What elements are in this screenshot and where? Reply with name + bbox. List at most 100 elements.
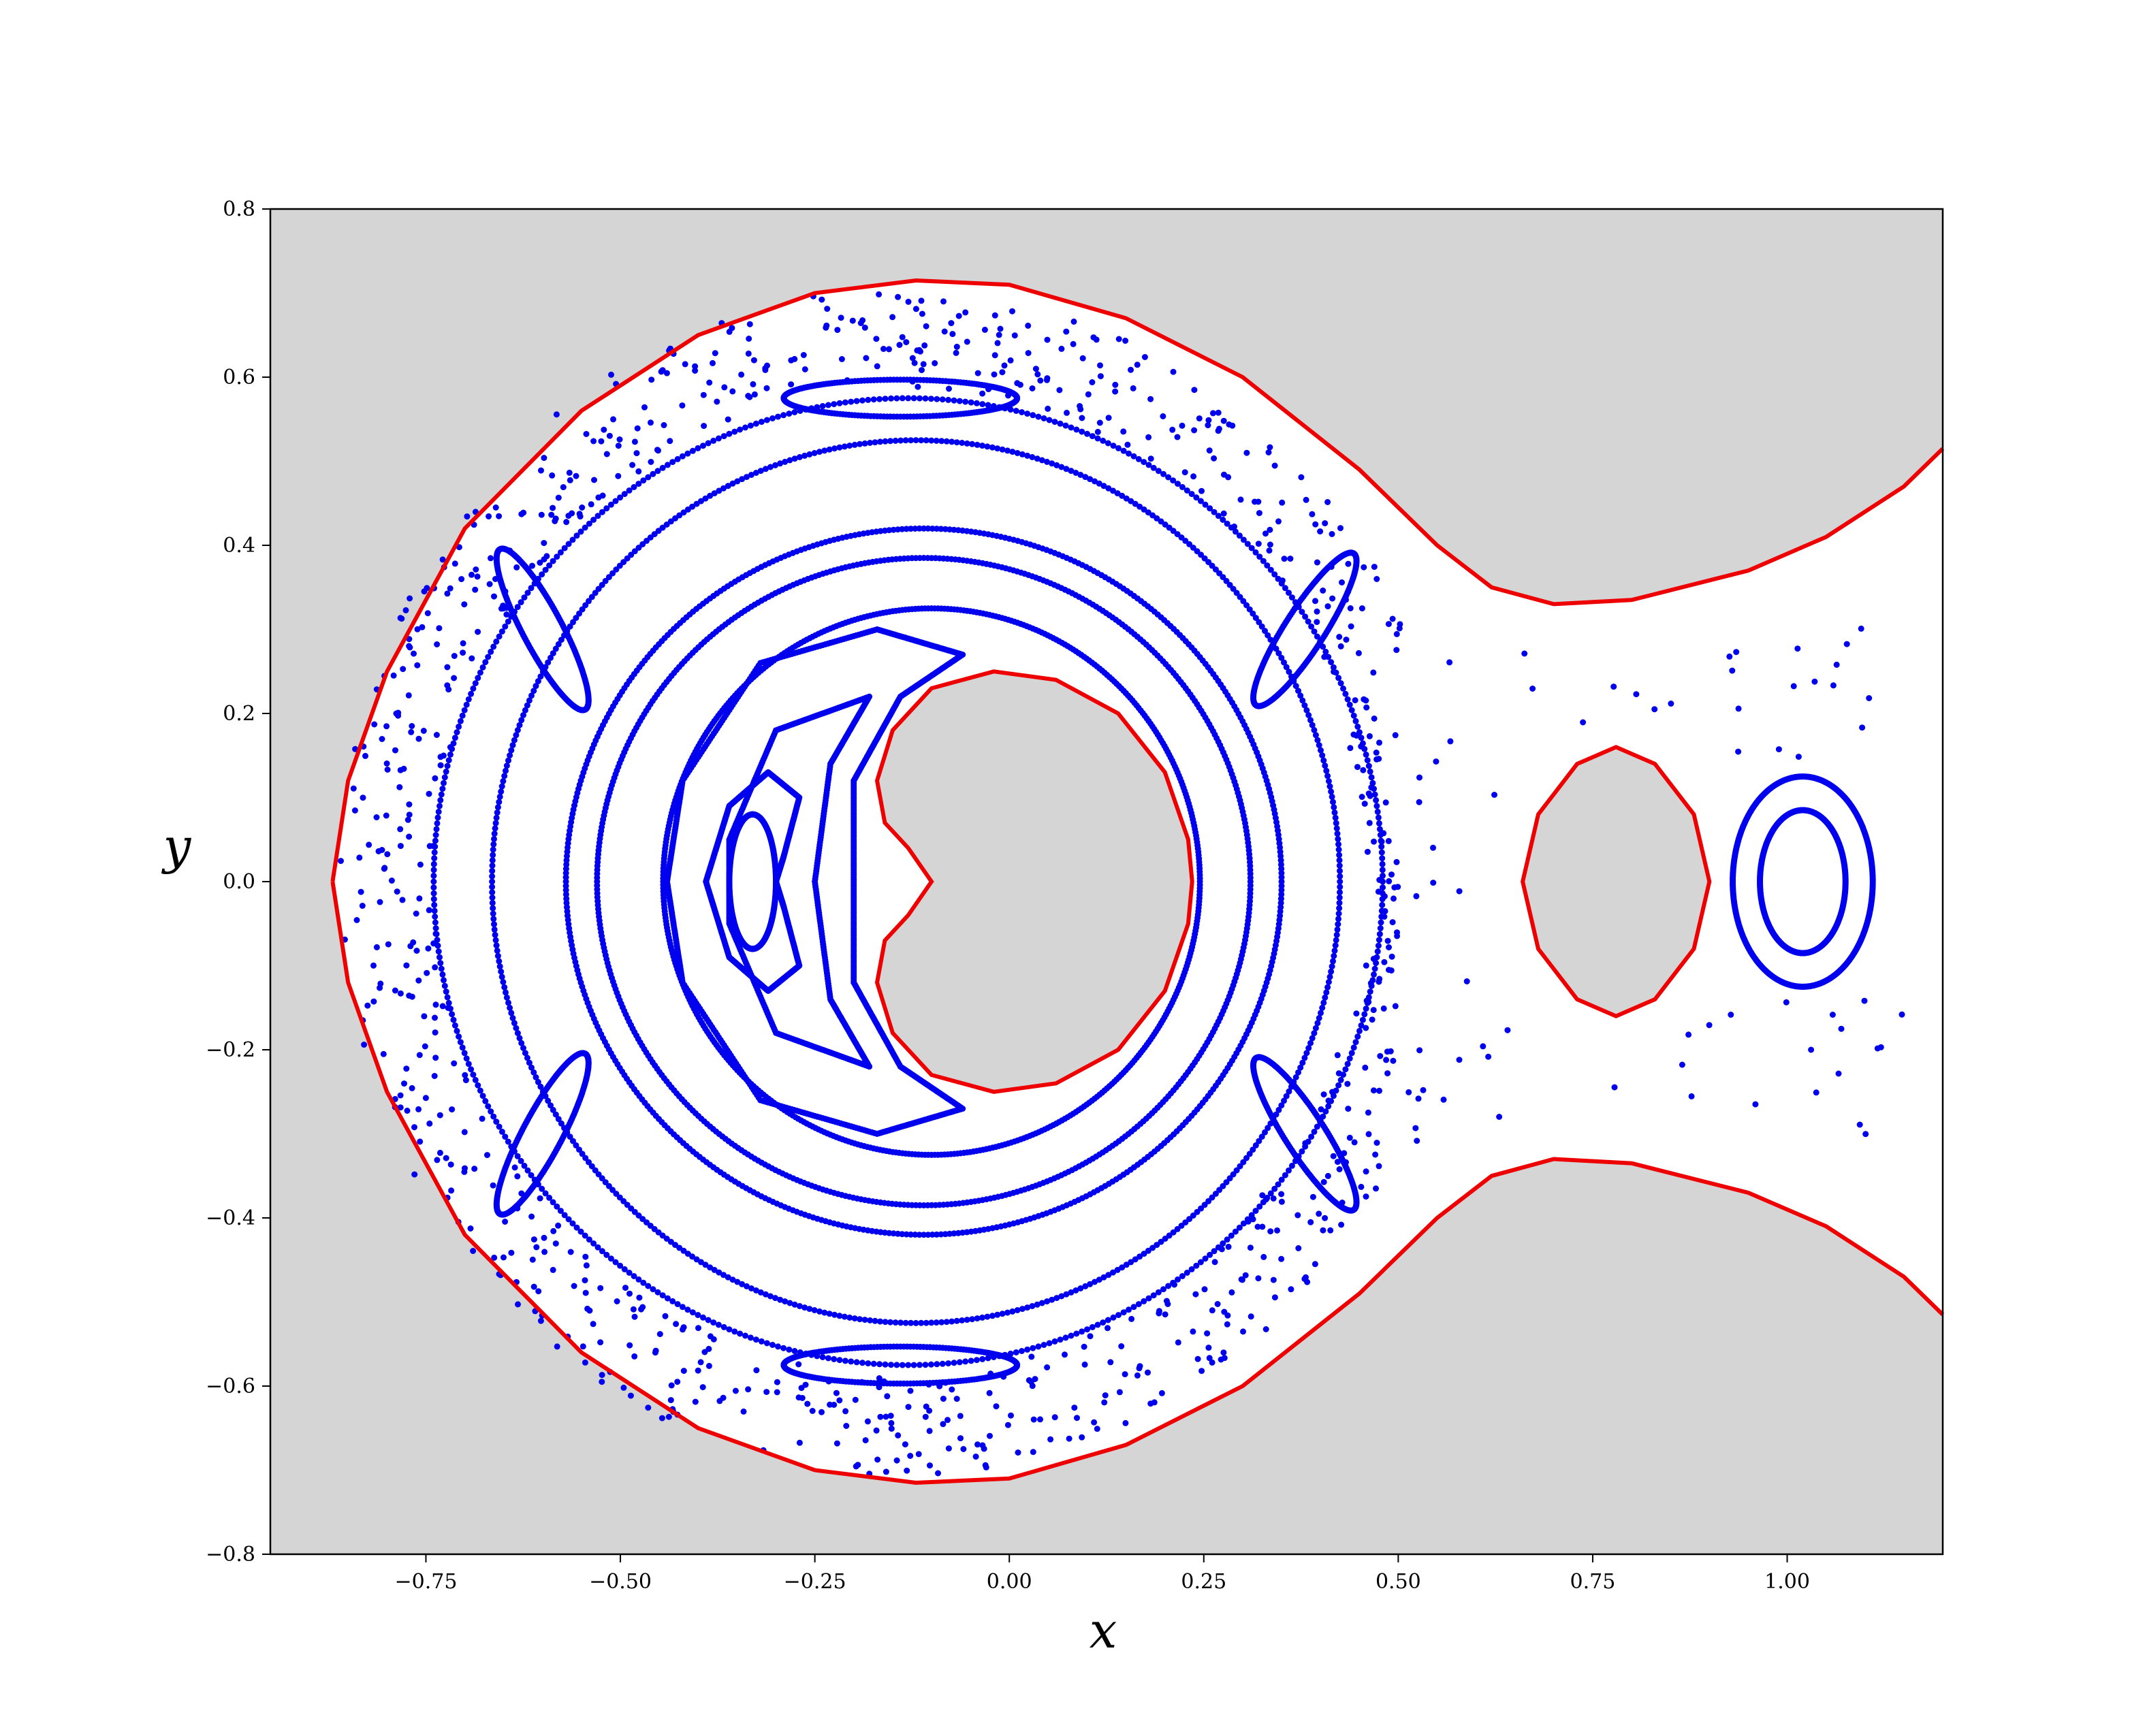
orbit-ring-0-point xyxy=(831,401,838,408)
orbit-ring-1-point xyxy=(739,476,746,483)
orbit-ring-0-point xyxy=(539,1185,545,1192)
orbit-ring-1-point xyxy=(826,1311,833,1317)
orbit-ring-1-point xyxy=(1337,878,1344,885)
orbit-ring-1-point xyxy=(1333,931,1340,938)
orbit-ring-1-point xyxy=(503,994,510,1001)
orbit-ring-0-point xyxy=(565,1216,572,1223)
orbit-ring-0-point xyxy=(1160,1286,1166,1293)
orbit-ring-1-point xyxy=(494,947,500,954)
orbit-ring-1-point xyxy=(959,440,966,446)
orbit-ring-0-point xyxy=(430,861,437,867)
orbit-ring-1-point xyxy=(1265,1125,1271,1131)
orbit-ring-0-point xyxy=(444,762,451,769)
orbit-ring-0-point xyxy=(684,450,691,457)
orbit-ring-0-point xyxy=(1260,558,1267,564)
orbit-ring-0-point xyxy=(679,1304,686,1311)
orbit-ring-1-point xyxy=(558,1120,565,1127)
orbit-ring-1-point xyxy=(1132,500,1139,507)
orbit-ring-0-point xyxy=(780,1345,787,1351)
orbit-ring-1-point xyxy=(902,437,909,444)
orbit-ring-0-point xyxy=(493,1119,500,1125)
orbit-ring-0-point xyxy=(1207,505,1213,512)
orbit-ring-6-point xyxy=(1842,879,1849,886)
orbit-ring-0-point xyxy=(836,400,843,406)
orbit-ring-0-point xyxy=(565,541,572,547)
orbit-ring-0-point xyxy=(557,1208,564,1215)
orbit-ring-0-point xyxy=(720,1323,727,1330)
orbit-ring-1-point xyxy=(1336,899,1343,906)
orbit-ring-0-point xyxy=(1328,659,1335,666)
orbit-ring-1-point xyxy=(547,654,554,661)
orbit-ring-1-point xyxy=(508,747,515,754)
orbit-ring-0-point xyxy=(502,1134,509,1140)
orbit-ring-0-point xyxy=(603,1251,610,1258)
orbit-ring-0-point xyxy=(985,402,991,408)
orbit-ring-1-point xyxy=(1087,1281,1094,1287)
orbit-ring-1-point xyxy=(1311,1030,1318,1037)
orbit-ring-0-point xyxy=(1376,826,1383,833)
orbit-ring-0-point xyxy=(1040,415,1047,421)
orbit-ring-1-point xyxy=(508,1010,515,1016)
orbit-ring-0-point xyxy=(461,1050,468,1057)
orbit-ring-1-point xyxy=(490,841,497,848)
orbit-ring-0-point xyxy=(752,1336,759,1343)
orbit-ring-0-point xyxy=(700,1314,706,1321)
orbit-ring-1-point xyxy=(836,444,843,451)
orbit-ring-0-point xyxy=(1079,1328,1085,1335)
orbit-ring-1-point xyxy=(821,1309,828,1316)
orbit-ring-1-point xyxy=(777,1296,784,1303)
orbit-ring-0-point xyxy=(1378,919,1384,926)
orbit-ring-2-point xyxy=(890,526,897,533)
orbit-ring-1-point xyxy=(1336,863,1343,869)
orbit-ring-1-point xyxy=(505,999,511,1006)
orbit-ring-0-point xyxy=(430,878,437,885)
orbit-ring-0-point xyxy=(1363,1006,1369,1012)
orbit-ring-0-point xyxy=(1379,867,1386,873)
orbit-ring-0-point xyxy=(737,426,744,433)
orbit-ring-0-point xyxy=(870,1360,877,1367)
orbit-ring-1-point xyxy=(507,752,513,759)
orbit-ring-1-point xyxy=(1297,1064,1304,1071)
orbit-ring-1-point xyxy=(579,1151,586,1157)
orbit-ring-1-point xyxy=(867,440,874,446)
orbit-ring-1-point xyxy=(582,602,589,609)
orbit-ring-0-point xyxy=(463,701,470,708)
orbit-ring-0-point xyxy=(1110,1314,1117,1321)
orbit-ring-0-point xyxy=(468,1066,475,1073)
orbit-ring-1-point xyxy=(516,722,523,728)
orbit-ring-1-point xyxy=(846,443,853,449)
orbit-ring-0-point xyxy=(695,1312,701,1319)
orbit-ring-0-point xyxy=(1179,484,1186,490)
orbit-ring-1-point xyxy=(861,1317,868,1323)
orbit-ring-0-point xyxy=(485,1103,492,1110)
orbit-ring-1-point xyxy=(1123,495,1130,502)
orbit-ring-1-point xyxy=(897,437,904,444)
orbit-ring-1-point xyxy=(509,742,516,749)
orbit-ring-1-point xyxy=(902,1319,909,1326)
orbit-ring-1-point xyxy=(1311,726,1318,733)
orbit-ring-0-point xyxy=(496,633,503,640)
orbit-ring-0-point xyxy=(490,1113,497,1120)
orbit-ring-0-point xyxy=(1224,520,1230,527)
orbit-ring-1-point xyxy=(1034,455,1040,462)
orbit-ring-1-point xyxy=(1307,1040,1314,1046)
orbit-ring-0-point xyxy=(505,618,511,625)
orbit-ring-0-point xyxy=(1073,426,1080,433)
orbit-ring-1-point xyxy=(1316,742,1322,749)
orbit-ring-1-point xyxy=(533,683,539,690)
orbit-ring-1-point xyxy=(491,921,497,928)
orbit-ring-0-point xyxy=(786,411,793,417)
orbit-ring-1-point xyxy=(498,974,505,980)
orbit-ring-1-point xyxy=(989,444,996,451)
orbit-ring-1-point xyxy=(490,916,497,922)
orbit-ring-0-point xyxy=(1051,419,1058,425)
orbit-ring-2-point xyxy=(921,525,927,532)
orbit-ring-1-point xyxy=(513,1025,520,1031)
orbit-ring-1-point xyxy=(514,1030,521,1037)
orbit-ring-0-point xyxy=(1264,562,1271,569)
orbit-ring-1-point xyxy=(490,905,496,912)
orbit-ring-0-point xyxy=(669,1298,676,1304)
orbit-ring-0-point xyxy=(1019,409,1025,415)
orbit-ring-0-point xyxy=(1105,1317,1111,1323)
